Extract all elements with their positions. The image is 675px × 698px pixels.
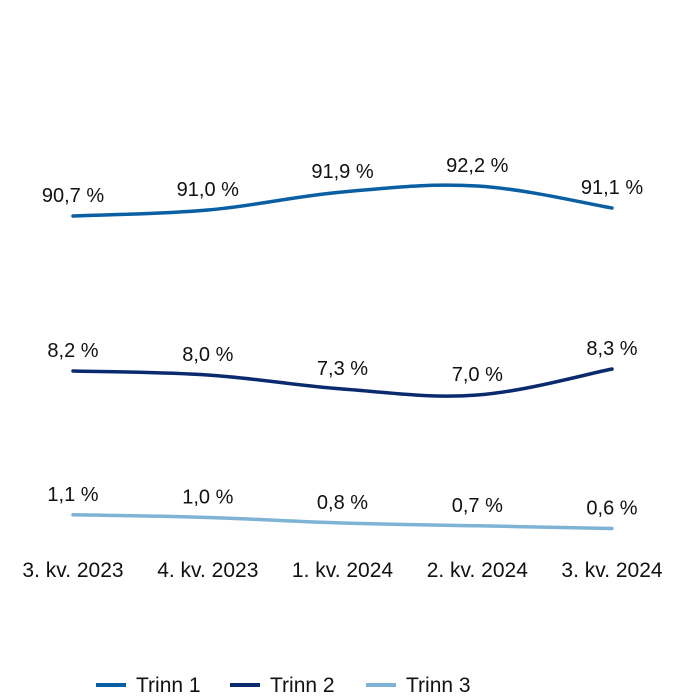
x-tick-label-2: 1. kv. 2024 — [292, 559, 393, 582]
data-label-trinn-2-3: 7,0 % — [452, 364, 503, 386]
x-tick-label-3: 2. kv. 2024 — [427, 559, 528, 582]
legend-label-trinn-2: Trinn 2 — [270, 674, 335, 697]
x-tick-label-1: 4. kv. 2023 — [157, 559, 258, 582]
data-label-trinn-1-0: 90,7 % — [42, 185, 104, 207]
data-label-trinn-1-3: 92,2 % — [446, 155, 508, 177]
data-label-trinn-1-4: 91,1 % — [581, 177, 643, 199]
legend-item-trinn-2: Trinn 2 — [230, 674, 335, 697]
legend-label-trinn-1: Trinn 1 — [136, 674, 201, 697]
data-label-trinn-1-2: 91,9 % — [311, 161, 373, 183]
x-axis-tick-labels: 3. kv. 2023 4. kv. 2023 1. kv. 2024 2. kv. … — [22, 559, 662, 582]
data-label-trinn-2-2: 7,3 % — [317, 358, 368, 380]
data-label-trinn-2-0: 8,2 % — [47, 340, 98, 362]
series-line-trinn-1 — [71, 183, 614, 218]
legend-item-trinn-1: Trinn 1 — [96, 674, 201, 697]
data-label-trinn-1-1: 91,0 % — [177, 179, 239, 201]
x-tick-label-4: 3. kv. 2024 — [561, 559, 662, 582]
data-labels: 90,7 % 91,0 % 91,9 % 92,2 % 91,1 % 8,2 % 8,0 %… — [42, 155, 643, 520]
legend-label-trinn-3: Trinn 3 — [406, 674, 471, 697]
legend: Trinn 1 Trinn 2 Trinn 3 — [96, 674, 471, 697]
data-label-trinn-3-0: 1,1 % — [47, 484, 98, 506]
data-label-trinn-3-1: 1,0 % — [182, 487, 233, 509]
legend-item-trinn-3: Trinn 3 — [366, 674, 471, 697]
series-line-trinn-3 — [71, 513, 614, 531]
data-label-trinn-3-4: 0,6 % — [586, 498, 637, 520]
data-label-trinn-2-1: 8,0 % — [182, 344, 233, 366]
data-label-trinn-3-2: 0,8 % — [317, 492, 368, 514]
data-label-trinn-2-4: 8,3 % — [586, 338, 637, 360]
x-tick-label-0: 3. kv. 2023 — [22, 559, 123, 582]
series-layer — [71, 183, 614, 531]
data-label-trinn-3-3: 0,7 % — [452, 495, 503, 517]
series-line-trinn-2 — [71, 367, 614, 398]
